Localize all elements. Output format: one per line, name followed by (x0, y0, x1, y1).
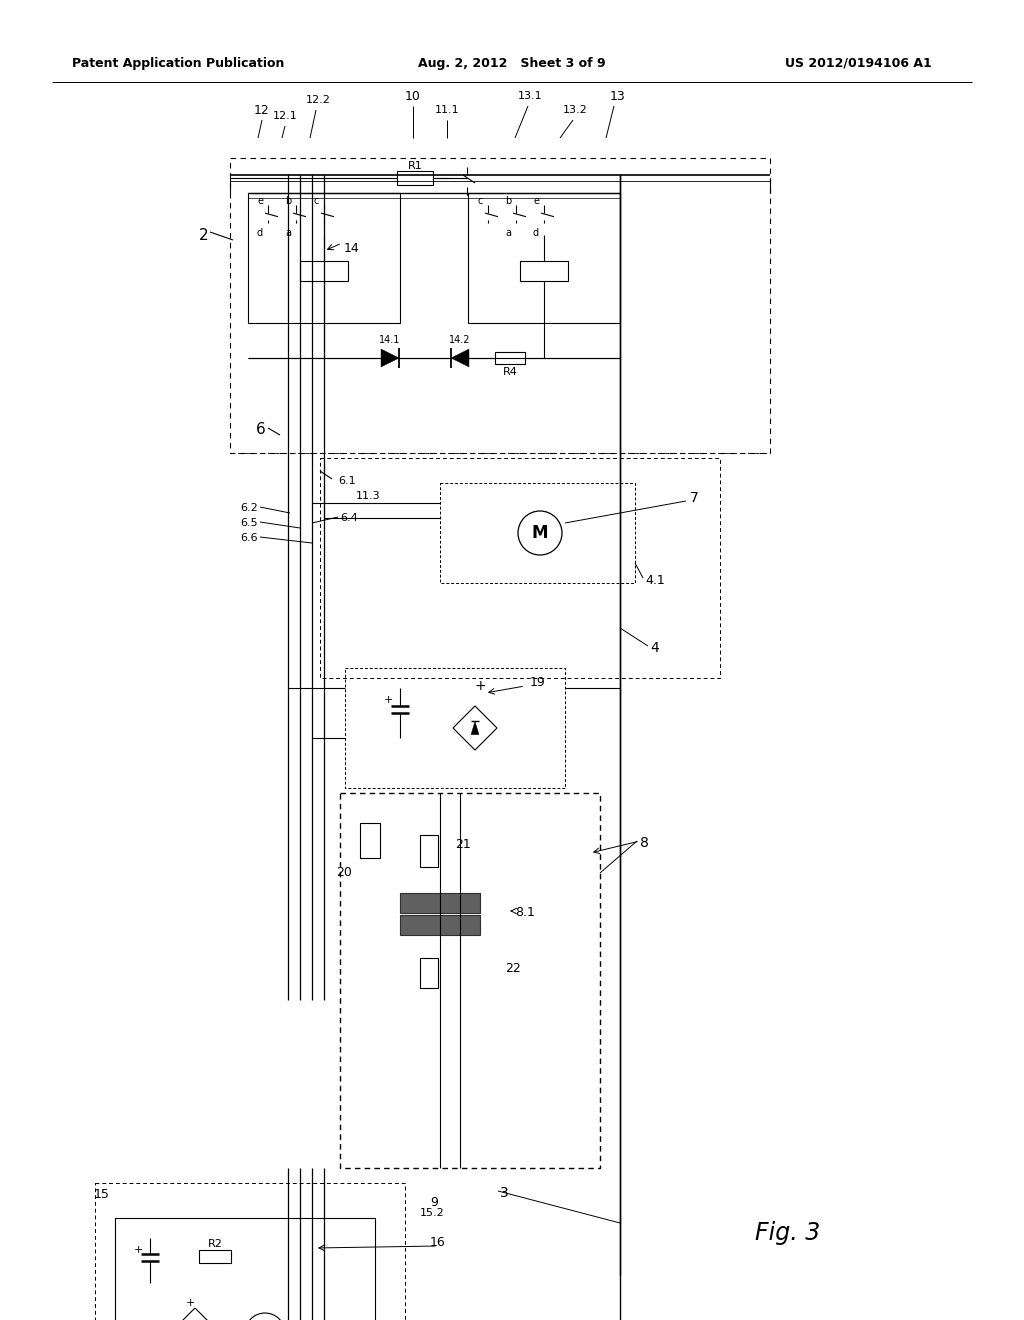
Text: 4: 4 (650, 642, 658, 655)
Text: +: + (474, 678, 485, 693)
Text: e: e (534, 195, 539, 206)
Bar (319, 458, 720, 678)
Text: c: c (477, 195, 483, 206)
Text: d: d (257, 228, 263, 238)
Text: a: a (505, 228, 511, 238)
Bar (248, 193, 400, 323)
Text: 12.1: 12.1 (272, 111, 297, 121)
Text: 11.3: 11.3 (356, 491, 381, 502)
Text: 3: 3 (500, 1185, 509, 1200)
Text: +: + (133, 1245, 142, 1255)
Bar (95, 1183, 406, 1320)
Bar (300, 261, 348, 281)
Bar (230, 158, 770, 453)
Text: +: + (383, 696, 392, 705)
Bar (115, 1218, 375, 1320)
Bar (340, 793, 600, 1168)
Text: 6.2: 6.2 (241, 503, 258, 513)
Text: 15.2: 15.2 (420, 1208, 444, 1218)
Text: 14: 14 (344, 242, 359, 255)
Text: 4.1: 4.1 (645, 574, 665, 587)
Text: 10: 10 (406, 90, 421, 103)
Bar (360, 822, 380, 858)
Text: 16: 16 (430, 1237, 445, 1250)
Text: 19: 19 (530, 676, 546, 689)
Text: 20: 20 (336, 866, 352, 879)
Text: 12.2: 12.2 (305, 95, 331, 106)
Text: Aug. 2, 2012   Sheet 3 of 9: Aug. 2, 2012 Sheet 3 of 9 (418, 57, 606, 70)
Bar (199, 1250, 231, 1263)
Text: 13.2: 13.2 (562, 106, 588, 115)
Text: 2: 2 (199, 227, 208, 243)
Bar (400, 915, 480, 935)
Bar (420, 958, 438, 987)
Text: 6: 6 (256, 422, 266, 437)
Text: US 2012/0194106 A1: US 2012/0194106 A1 (784, 57, 932, 70)
Text: Fig. 3: Fig. 3 (755, 1221, 820, 1245)
Bar (468, 193, 620, 323)
Text: c: c (313, 195, 319, 206)
Text: 11.1: 11.1 (434, 106, 460, 115)
Text: 13.1: 13.1 (518, 91, 543, 102)
Polygon shape (451, 348, 469, 367)
Text: 14.1: 14.1 (379, 335, 400, 345)
Text: R2: R2 (208, 1239, 222, 1249)
Text: e: e (257, 195, 263, 206)
Text: R1: R1 (408, 161, 422, 172)
Text: 15: 15 (94, 1188, 110, 1201)
Text: 22: 22 (505, 961, 521, 974)
Text: 6.1: 6.1 (338, 477, 355, 486)
Bar (345, 668, 565, 788)
Text: 6.6: 6.6 (241, 533, 258, 543)
Text: M: M (531, 524, 548, 543)
Text: b: b (285, 195, 291, 206)
Text: 6.4: 6.4 (340, 513, 357, 523)
Text: a: a (285, 228, 291, 238)
Text: d: d (532, 228, 539, 238)
Text: 8.1: 8.1 (515, 907, 535, 920)
Bar (520, 261, 568, 281)
Text: 6.5: 6.5 (241, 517, 258, 528)
Bar (400, 894, 480, 913)
Text: b: b (505, 195, 511, 206)
Text: +: + (185, 1298, 195, 1308)
Text: 8: 8 (640, 836, 649, 850)
Polygon shape (471, 722, 479, 735)
Text: 12: 12 (254, 103, 270, 116)
Text: Patent Application Publication: Patent Application Publication (72, 57, 285, 70)
Text: 21: 21 (455, 838, 471, 851)
Polygon shape (381, 348, 399, 367)
Text: 13: 13 (610, 90, 626, 103)
Text: 7: 7 (690, 491, 698, 506)
Bar (440, 483, 635, 583)
Bar (420, 836, 438, 867)
Bar (397, 172, 433, 185)
Text: 14.2: 14.2 (450, 335, 471, 345)
Text: R4: R4 (503, 367, 517, 378)
Bar (495, 352, 525, 364)
Text: 9: 9 (430, 1196, 438, 1209)
